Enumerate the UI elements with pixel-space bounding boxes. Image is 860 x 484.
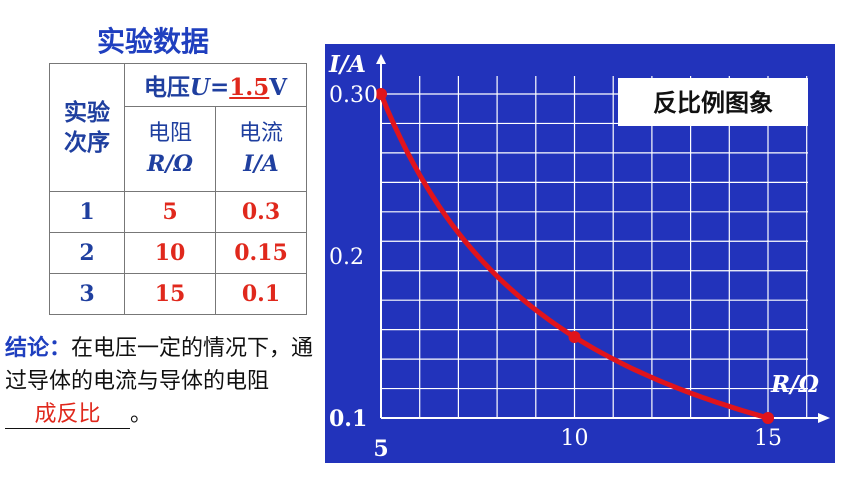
- chart-series: [375, 88, 774, 424]
- current-label: 电流: [238, 121, 283, 146]
- y-tick-label: 0.1: [329, 406, 367, 432]
- row-current: 0.3: [215, 191, 307, 233]
- x-tick-label: 15: [754, 426, 782, 451]
- header-voltage: 电压U=1.5V: [124, 63, 307, 107]
- x-axis-arrow: [818, 413, 830, 423]
- header-current: 电流 I/A: [215, 106, 307, 192]
- conclusion-end: 。: [130, 402, 153, 427]
- chart-grid: [325, 44, 835, 463]
- x-tick-label: 10: [561, 426, 589, 451]
- voltage-value: 1.5: [229, 74, 270, 101]
- row-index: 2: [49, 232, 125, 274]
- legend-box: [618, 78, 808, 126]
- row-resistance: 15: [124, 273, 216, 315]
- header-order-line1: 实验: [64, 99, 110, 126]
- conclusion-label: 结论：: [5, 336, 72, 361]
- voltage-unit: V: [269, 74, 288, 101]
- y-tick-label: 0.2: [329, 245, 364, 270]
- row-current: 0.1: [215, 273, 307, 315]
- resistance-label: 电阻: [147, 121, 192, 146]
- data-point: [375, 88, 387, 100]
- row-index: 1: [49, 191, 125, 233]
- data-table: 实验 次序 电压U=1.5V 电阻 R/Ω 电流 I/A 1 5 0.3 2 1…: [49, 63, 307, 315]
- table-row: 3 15 0.1: [49, 273, 307, 315]
- table-row: 2 10 0.15: [49, 232, 307, 274]
- legend-label: 反比例图象: [653, 89, 773, 117]
- x-axis-label: R/Ω: [770, 371, 820, 398]
- x-tick-label: 5: [373, 436, 388, 462]
- header-order-line2: 次序: [64, 129, 110, 156]
- data-point: [762, 412, 774, 424]
- table-row: 1 5 0.3: [49, 191, 307, 233]
- header-order: 实验 次序: [49, 63, 125, 192]
- current-symbol: I/A: [243, 151, 279, 177]
- conclusion-text: 在电压一定的情况下，通过导体的电流与导体的电阻: [5, 336, 314, 394]
- y-axis-label: I/A: [328, 51, 366, 78]
- row-current: 0.15: [215, 232, 307, 274]
- header-resistance: 电阻 R/Ω: [124, 106, 216, 192]
- y-tick-label: 0.30: [329, 83, 378, 108]
- resistance-symbol: R/Ω: [147, 151, 193, 177]
- chart-axes: [376, 54, 830, 423]
- chart-labels: 反比例图象 I/A R/Ω 0.1 0.2 0.30 5 10 15: [328, 51, 820, 462]
- voltage-prefix: 电压: [143, 75, 190, 101]
- voltage-symbol: U: [189, 74, 210, 101]
- conclusion: 结论：在电压一定的情况下，通过导体的电流与导体的电阻成反比。: [5, 332, 325, 431]
- y-axis-arrow: [376, 54, 386, 64]
- conclusion-answer: 成反比: [5, 402, 130, 429]
- row-index: 3: [49, 273, 125, 315]
- voltage-eq: =: [209, 74, 230, 101]
- page-title: 实验数据: [97, 25, 210, 58]
- data-point: [568, 331, 581, 343]
- row-resistance: 10: [124, 232, 216, 274]
